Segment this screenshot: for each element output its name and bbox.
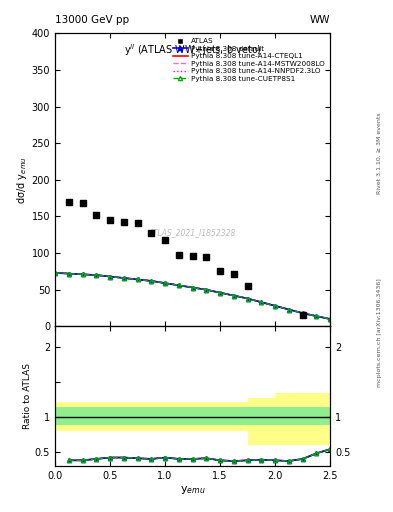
Point [203,253,209,262]
Point [121,218,127,226]
Point [231,269,237,278]
Point [79,199,86,207]
Point [107,216,113,224]
Point [93,211,99,219]
Point [176,251,182,260]
Legend: ATLAS, Pythia 8.308 default, Pythia 8.308 tune-A14-CTEQL1, Pythia 8.308 tune-A14: ATLAS, Pythia 8.308 default, Pythia 8.30… [171,37,327,83]
Text: 13000 GeV pp: 13000 GeV pp [55,14,129,25]
Point [217,267,223,275]
Text: Rivet 3.1.10, ≥ 3M events: Rivet 3.1.10, ≥ 3M events [377,113,382,195]
Text: y$^{ll}$ (ATLAS WW+jets, b veto): y$^{ll}$ (ATLAS WW+jets, b veto) [124,42,261,58]
Y-axis label: dσ/d y$_{emu}$: dσ/d y$_{emu}$ [15,156,29,204]
Point [189,252,196,260]
Point [162,236,168,244]
Text: mcplots.cern.ch [arXiv:1306.3436]: mcplots.cern.ch [arXiv:1306.3436] [377,279,382,387]
Point [244,282,251,290]
Text: WW: WW [310,14,330,25]
Text: ATLAS_2021_I1852328: ATLAS_2021_I1852328 [149,228,236,237]
Point [148,229,154,238]
Point [299,311,306,319]
X-axis label: y$_{emu}$: y$_{emu}$ [180,483,206,496]
Point [134,219,141,227]
Point [66,198,72,206]
Y-axis label: Ratio to ATLAS: Ratio to ATLAS [23,363,32,429]
